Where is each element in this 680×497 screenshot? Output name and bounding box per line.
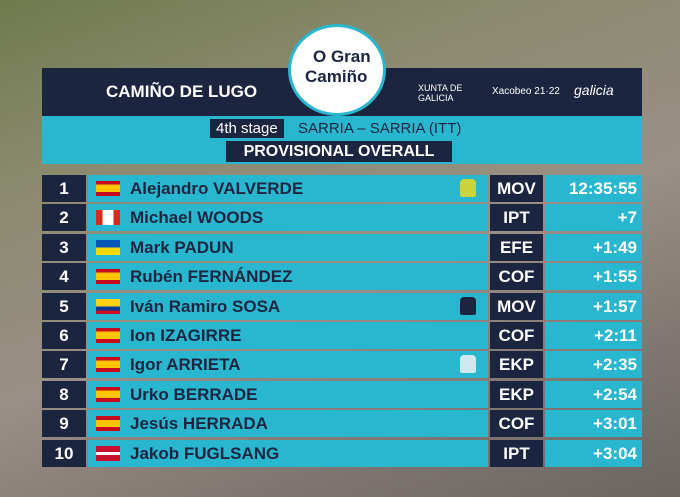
rider-cell <box>88 439 488 467</box>
rider-cell <box>88 292 488 320</box>
time-cell <box>545 233 642 261</box>
subtitle: PROVISIONAL OVERALL <box>226 141 452 162</box>
rider-name: Igor ARRIETA <box>130 355 241 375</box>
rider-cell <box>88 351 488 379</box>
rider-cell <box>88 380 488 408</box>
time: +1:57 <box>593 296 637 316</box>
time-cell <box>545 263 642 291</box>
stage-route: SARRIA – SARRIA (ITT) <box>298 120 462 137</box>
time-cell <box>545 380 642 408</box>
team: EKP <box>490 380 543 408</box>
time: +3:04 <box>593 443 637 463</box>
flag <box>96 298 120 314</box>
time-cell <box>545 322 642 349</box>
rider-name: Jesús HERRADA <box>130 414 268 434</box>
flag <box>96 269 120 285</box>
rider-cell <box>88 204 488 232</box>
flag <box>96 386 120 402</box>
rank: 9 <box>42 410 86 438</box>
time: +2:35 <box>593 355 637 375</box>
team: EFE <box>490 233 543 261</box>
rank: 1 <box>42 175 86 202</box>
rider-cell <box>88 263 488 291</box>
rank: 4 <box>42 263 86 291</box>
time-cell <box>545 292 642 320</box>
rank: 3 <box>42 233 86 261</box>
time-cell <box>545 204 642 232</box>
time: +7 <box>617 208 637 228</box>
sponsor: XUNTA DE GALICIA <box>418 83 463 103</box>
logo-top: O Gran <box>313 47 371 66</box>
time-cell <box>545 439 642 467</box>
rider-name: Iván Ramiro SOSA <box>130 296 281 316</box>
rider-cell <box>88 322 488 349</box>
time: +3:01 <box>593 414 637 434</box>
rider-name: Rubén FERNÁNDEZ <box>130 267 293 287</box>
header-title: CAMIÑO DE LUGO <box>106 82 258 101</box>
jersey <box>460 179 476 197</box>
time: +2:54 <box>593 384 637 404</box>
stage-number: 4th stage <box>210 119 284 138</box>
rider-cell <box>88 233 488 261</box>
flag <box>96 328 120 343</box>
rider-name: Alejandro VALVERDE <box>130 179 304 198</box>
team: MOV <box>490 175 543 202</box>
jersey <box>460 355 476 374</box>
flag <box>96 181 120 196</box>
rider-name: Ion IZAGIRRE <box>130 326 242 345</box>
rank: 2 <box>42 204 86 232</box>
team: COF <box>490 322 543 349</box>
rank: 7 <box>42 351 86 379</box>
logo-badge: O Gran Camiño <box>288 24 386 116</box>
flag <box>96 210 120 226</box>
team: EKP <box>490 351 543 379</box>
time: +1:55 <box>593 267 637 287</box>
time-cell <box>545 351 642 379</box>
time-cell <box>545 410 642 438</box>
rider-name: Jakob FUGLSANG <box>130 443 280 463</box>
sponsor: galicia <box>574 82 614 98</box>
team: IPT <box>490 439 543 467</box>
time: 12:35:55 <box>568 179 637 198</box>
rider-cell <box>88 410 488 438</box>
logo-bottom: Camiño <box>305 67 368 86</box>
rider-name: Mark PADUN <box>130 237 234 257</box>
team: COF <box>490 263 543 291</box>
team: IPT <box>490 204 543 232</box>
flag <box>96 445 120 461</box>
rider-cell <box>88 175 488 202</box>
rank: 6 <box>42 322 86 349</box>
rider-name: Michael WOODS <box>130 208 264 228</box>
time-cell <box>545 175 642 202</box>
flag <box>96 416 120 432</box>
team: MOV <box>490 292 543 320</box>
jersey <box>460 296 476 315</box>
time: +1:49 <box>593 237 637 257</box>
rank: 10 <box>42 439 86 467</box>
team: COF <box>490 410 543 438</box>
rank: 5 <box>42 292 86 320</box>
sponsor: Xacobeo 21·22 <box>492 86 560 97</box>
time: +2:11 <box>593 326 637 345</box>
flag <box>96 357 120 373</box>
flag <box>96 239 120 255</box>
rider-name: Urko BERRADE <box>130 384 258 404</box>
rank: 8 <box>42 380 86 408</box>
